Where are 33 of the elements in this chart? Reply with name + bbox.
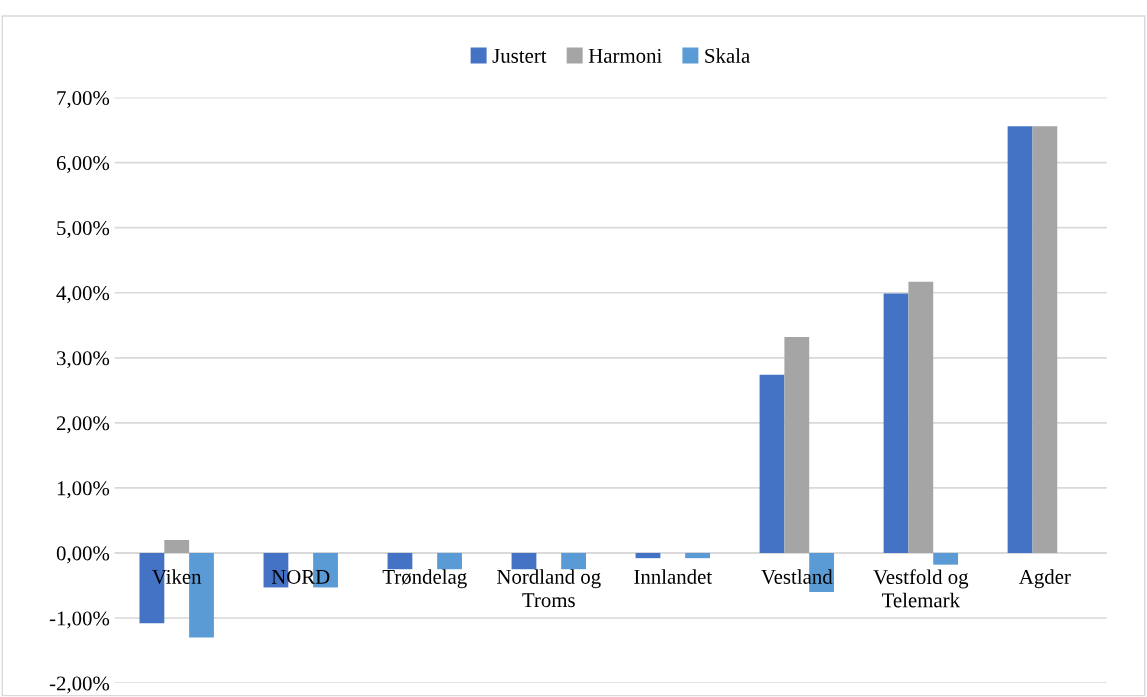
y-tick-label: -1,00% [49, 611, 110, 629]
bar [437, 552, 462, 570]
bar [561, 552, 586, 570]
bar [387, 552, 413, 570]
legend-label: Skala [705, 48, 750, 63]
legend-label: Harmoni [588, 48, 662, 63]
bar [1007, 126, 1033, 553]
y-tick-label: 2,00% [56, 416, 110, 434]
bar [759, 374, 785, 553]
x-tick-label: Trøndelag [382, 569, 467, 589]
y-tick-label: -2,00% [49, 676, 110, 694]
bar [511, 552, 537, 570]
x-tick-label: Vestfold og Telemark [873, 569, 969, 608]
y-tick-label: 3,00% [57, 351, 110, 369]
x-tick-label: Innlandet [634, 569, 712, 584]
x-tick-label: Viken [152, 569, 202, 584]
x-tick-label: Nordland og Troms [497, 569, 601, 608]
y-tick-label: 6,00% [56, 156, 110, 174]
x-tick-label: Agder [1019, 569, 1071, 589]
bar [784, 336, 810, 553]
y-tick-label: 1,00% [57, 481, 110, 499]
bar [933, 552, 959, 565]
y-tick-label: 7,00% [57, 90, 110, 109]
bar [908, 281, 934, 553]
y-tick-label: 5,00% [57, 221, 110, 239]
bar [883, 293, 909, 553]
bar [685, 552, 710, 559]
bar [635, 552, 661, 559]
y-tick-label: 0,00% [56, 546, 110, 564]
bar [1032, 126, 1058, 553]
bar [164, 539, 190, 553]
legend-label: Justert [492, 49, 547, 63]
y-tick-label: 4,00% [56, 286, 110, 304]
